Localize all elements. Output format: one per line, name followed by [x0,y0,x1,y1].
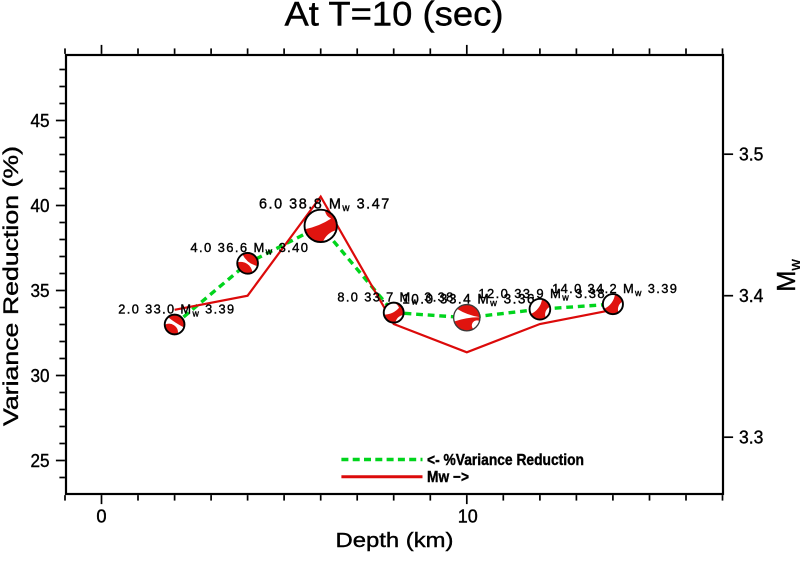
svg-text:3.5: 3.5 [739,144,763,165]
svg-text:3.3: 3.3 [739,427,763,448]
svg-text:25: 25 [31,450,50,471]
svg-text:12.0 33.9 Mw 3.38: 12.0 33.9 Mw 3.38 [478,286,606,303]
svg-text:Mw: Mw [773,259,800,292]
svg-text:10: 10 [458,506,478,527]
svg-text:6.0 38.8 Mw 3.47: 6.0 38.8 Mw 3.47 [259,196,391,214]
svg-text:3.4: 3.4 [739,285,763,306]
svg-text:At T=10 (sec): At T=10 (sec) [285,0,504,34]
svg-text:Depth (km): Depth (km) [336,529,454,552]
svg-text:8.0 33.7 Mw 3.38: 8.0 33.7 Mw 3.38 [337,290,454,307]
svg-text:4.0 36.6 Mw 3.40: 4.0 36.6 Mw 3.40 [190,240,309,257]
svg-text:Mw −>: Mw −> [427,469,469,486]
svg-text:40: 40 [31,195,50,216]
svg-text:2.0 33.0 Mw 3.39: 2.0 33.0 Mw 3.39 [118,302,235,319]
svg-text:35: 35 [31,280,50,301]
svg-text:45: 45 [31,110,50,131]
svg-text:0: 0 [96,506,106,527]
svg-text:14.0 34.2 Mw 3.39: 14.0 34.2 Mw 3.39 [552,281,678,298]
svg-text:30: 30 [31,365,50,386]
svg-text:Variance Reduction (%): Variance Reduction (%) [0,146,23,426]
svg-text:<- %Variance Reduction: <- %Variance Reduction [427,452,584,469]
svg-text:10.0 33.4 Mw 3.36: 10.0 33.4 Mw 3.36 [402,291,536,308]
